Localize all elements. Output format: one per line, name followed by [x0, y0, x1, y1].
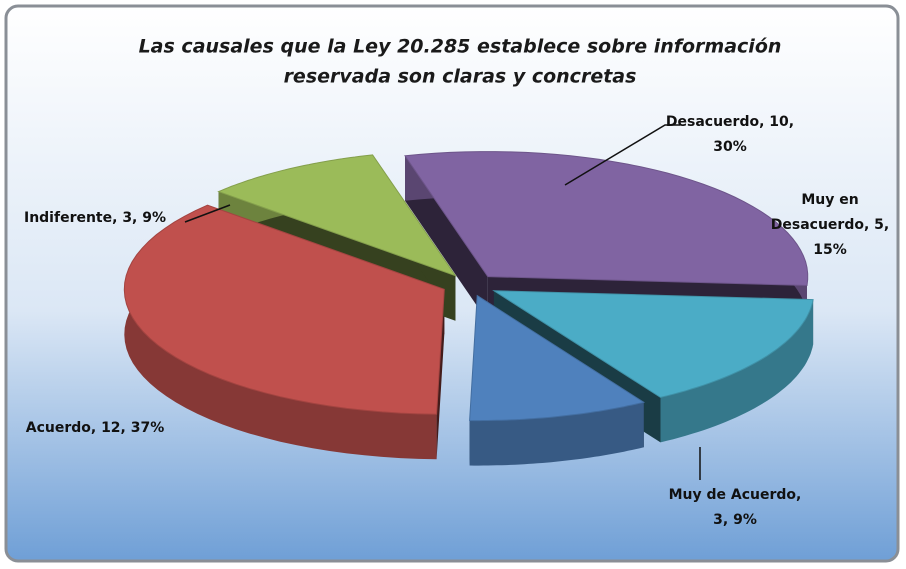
slice — [404, 151, 809, 287]
data-label: Indiferente, 3, 9% — [24, 210, 166, 226]
data-label: Muy en — [801, 192, 858, 208]
data-label: 30% — [713, 139, 747, 155]
slice-wall — [469, 402, 644, 466]
data-label: 15% — [813, 242, 847, 258]
slice-wall — [660, 299, 814, 443]
slice — [217, 154, 457, 277]
data-label: Desacuerdo, 10, — [666, 114, 794, 130]
slice — [469, 294, 646, 422]
leader-line — [564, 124, 680, 186]
data-label: 3, 9% — [713, 512, 757, 528]
slice — [123, 204, 445, 415]
slice — [492, 290, 814, 398]
leader-line — [184, 204, 231, 223]
data-label: Muy de Acuerdo, — [669, 487, 802, 503]
slice-wall — [124, 205, 437, 460]
chart-title: reservada son claras y concretas — [284, 66, 637, 88]
data-label: Acuerdo, 12, 37% — [26, 420, 165, 436]
data-label: Desacuerdo, 5, — [771, 217, 889, 233]
chart-title: Las causales que la Ley 20.285 establece… — [139, 36, 782, 58]
